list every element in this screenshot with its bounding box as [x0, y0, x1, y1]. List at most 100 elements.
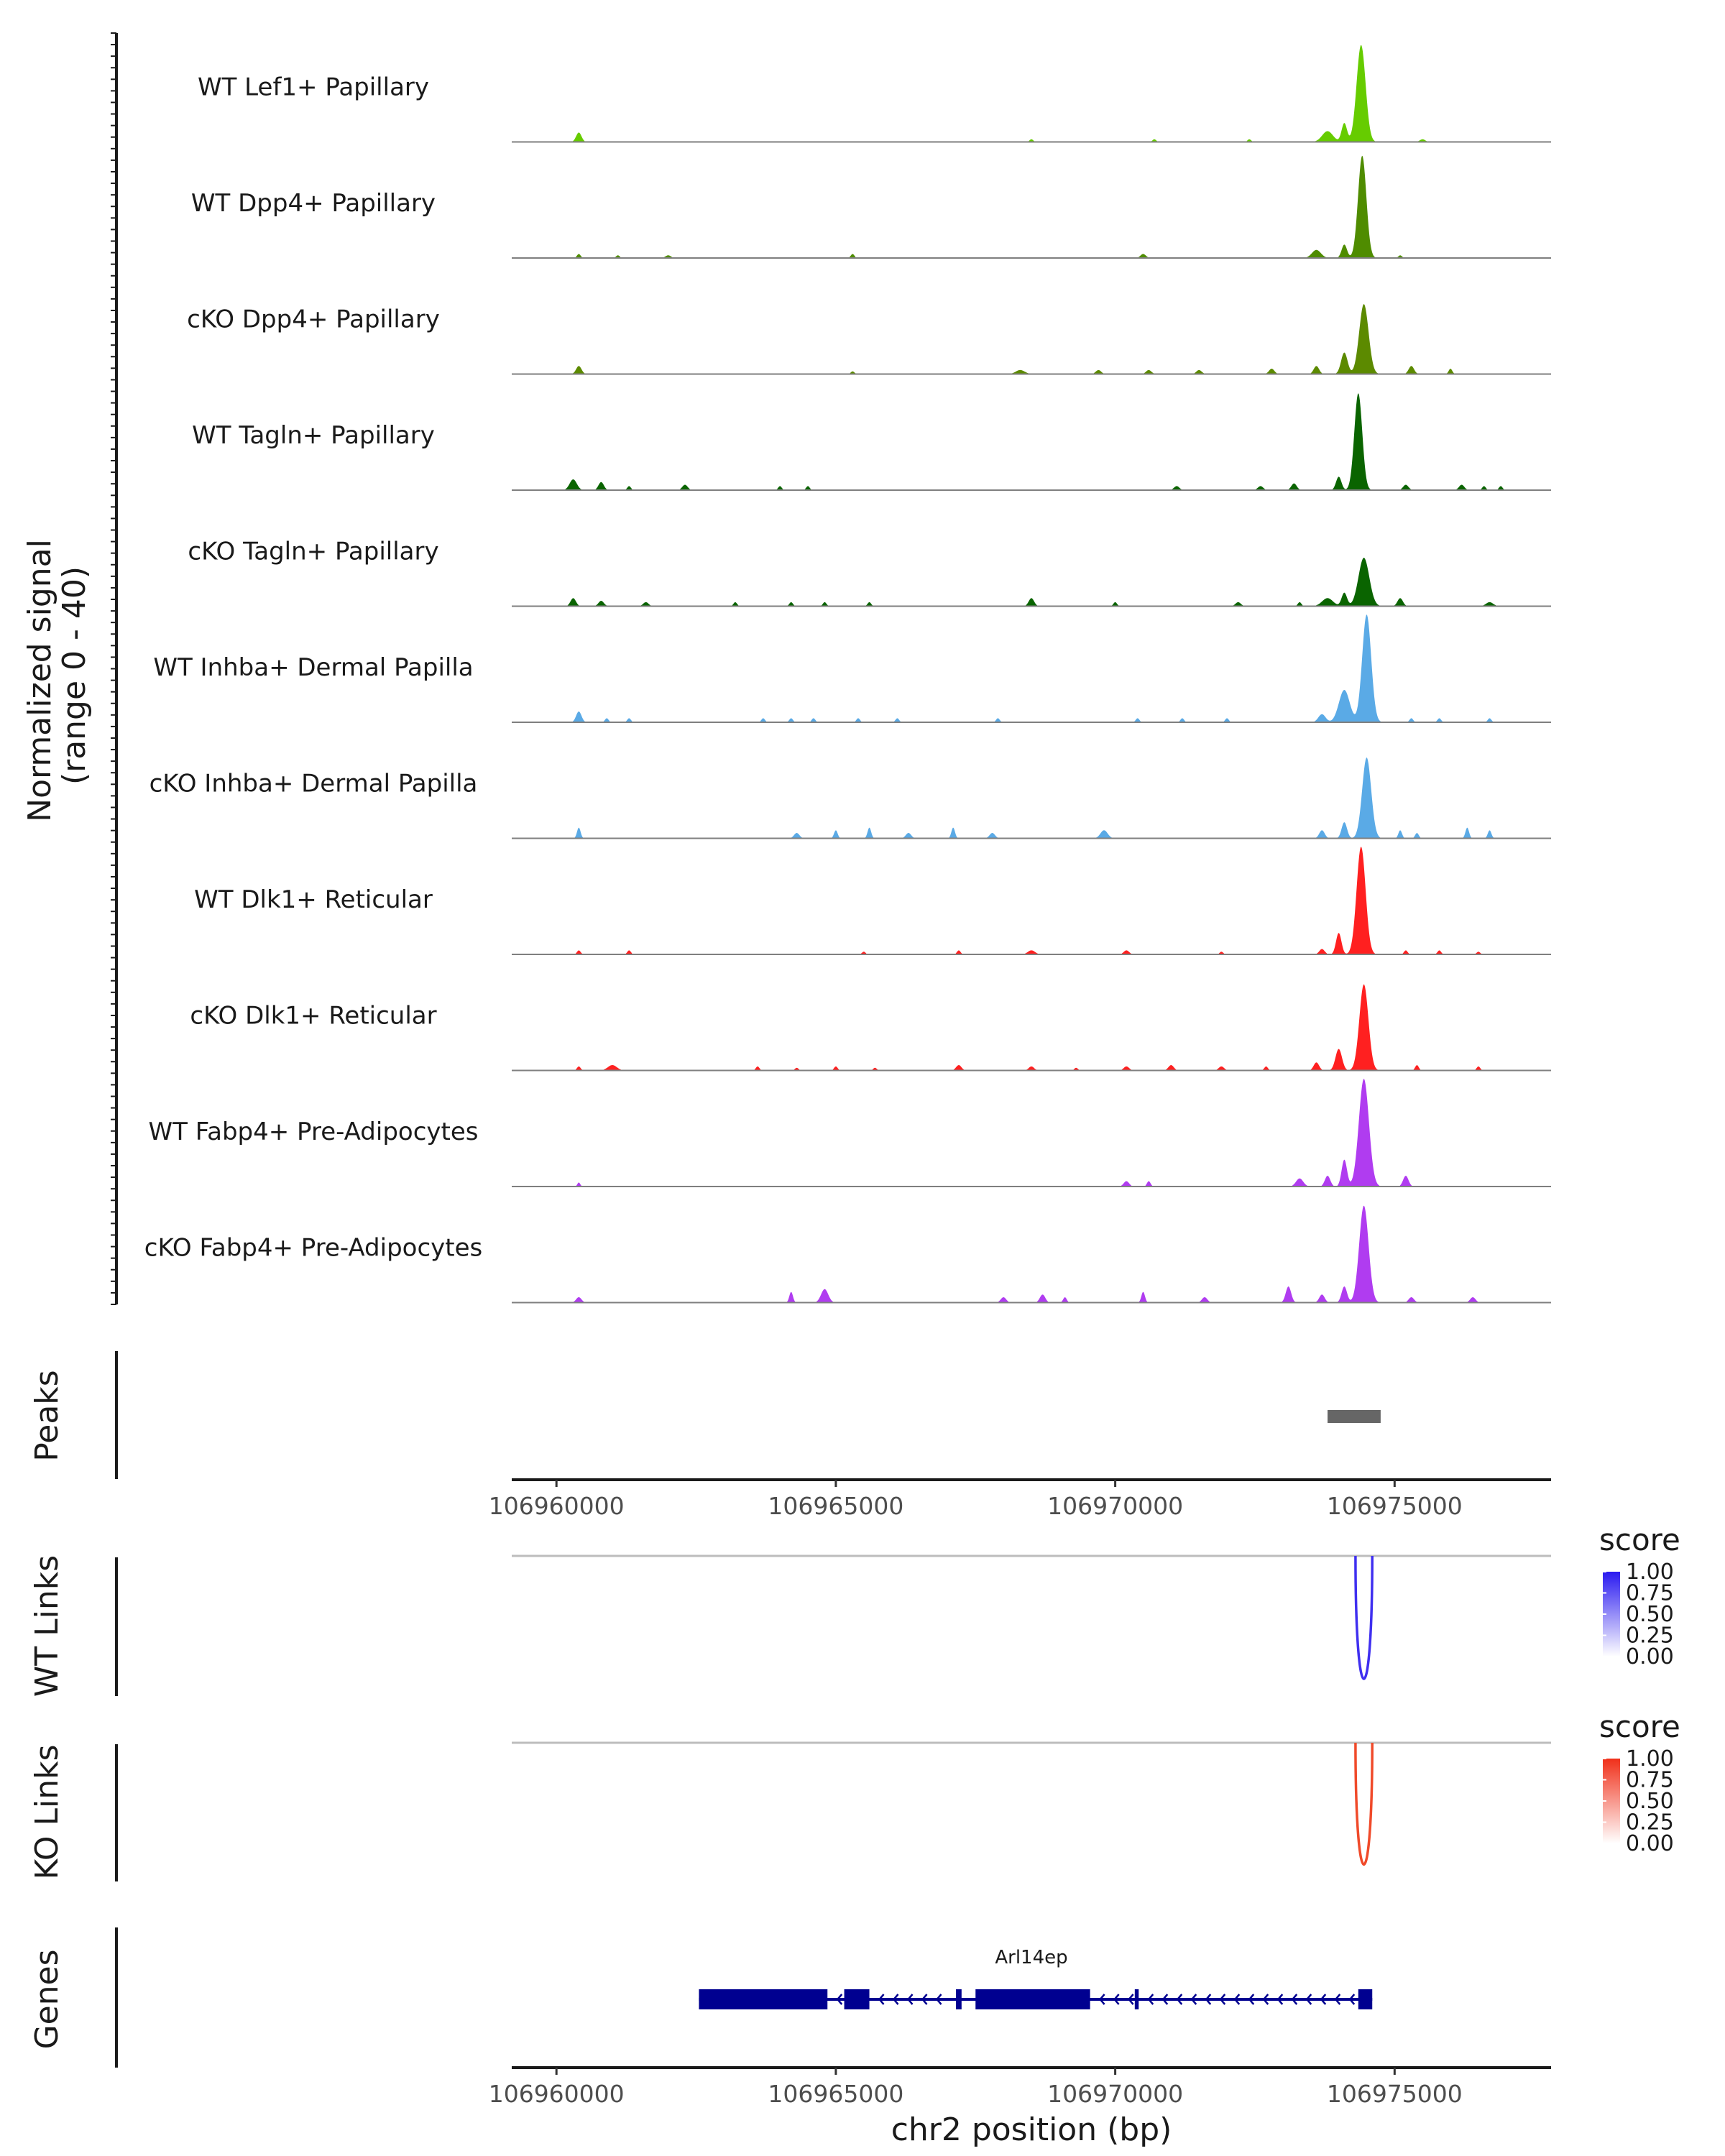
x-axis-top: 106960000 106965000 106970000 106975000: [489, 1478, 1551, 1520]
coverage-track: WT Dpp4+ Papillary: [191, 155, 1551, 259]
x-axis-bottom: 106960000 106965000 106970000 106975000: [489, 2066, 1551, 2108]
legend-tick-label: 0.75: [1626, 1581, 1674, 1606]
y-axis-title-line2: (range 0 - 40): [56, 566, 93, 785]
gene-exon: [956, 1989, 962, 2009]
legend-tick-label: 1.00: [1626, 1560, 1674, 1585]
genes-track-label: Genes: [29, 1949, 65, 2049]
coverage-area: [512, 393, 1551, 490]
x-axis-bottom-tick-label: 106975000: [1327, 2080, 1463, 2108]
strand-arrow: [1219, 1994, 1226, 2005]
x-axis-top-tick-label: 106975000: [1327, 1492, 1463, 1520]
x-axis-top-tick-label: 106970000: [1047, 1492, 1183, 1520]
strand-arrow: [1262, 1994, 1269, 2005]
y-axis-title: Normalized signal (range 0 - 40): [22, 529, 93, 822]
genes-panel: Genes Arl14ep: [29, 1927, 1373, 2068]
legend-title: score: [1599, 1522, 1680, 1557]
strand-arrow: [906, 1994, 914, 2005]
strand-arrow: [1291, 1994, 1298, 2005]
strand-arrow: [1305, 1994, 1312, 2005]
coverage-area: [512, 757, 1551, 839]
link-arc: [1354, 1742, 1374, 1866]
coverage-area: [512, 847, 1551, 954]
coverage-area: [512, 155, 1551, 258]
x-axis-bottom-tick-label: 106970000: [1047, 2080, 1183, 2108]
strand-arrow: [1176, 1994, 1183, 2005]
legend-tick-label: 0.75: [1626, 1768, 1674, 1793]
coverage-track: WT Lef1+ Papillary: [198, 45, 1551, 143]
gene-exon: [1134, 1989, 1139, 2009]
coverage-track: cKO Fabp4+ Pre-Adipocytes: [144, 1205, 1551, 1304]
coverage-track: WT Inhba+ Dermal Papilla: [153, 614, 1551, 723]
strand-arrow: [1113, 1994, 1120, 2005]
strand-arrow: [1233, 1994, 1241, 2005]
strand-arrow: [921, 1994, 928, 2005]
coverage-track-label: WT Tagln+ Papillary: [192, 421, 435, 450]
strand-arrow: [1320, 1994, 1327, 2005]
strand-arrow: [878, 1994, 885, 2005]
coverage-area: [512, 304, 1551, 374]
coverage-track: WT Tagln+ Papillary: [192, 393, 1551, 491]
coverage-track-label: WT Inhba+ Dermal Papilla: [153, 653, 473, 682]
coverage-track-label: cKO Inhba+ Dermal Papilla: [150, 770, 478, 798]
coverage-track: cKO Dpp4+ Papillary: [187, 304, 1551, 375]
legend-tick-label: 0.00: [1626, 1831, 1674, 1856]
legend-tick-label: 0.50: [1626, 1789, 1674, 1814]
legend-tick-label: 0.00: [1626, 1644, 1674, 1669]
strand-arrow: [836, 1994, 843, 2005]
strand-arrow: [1334, 1994, 1341, 2005]
strand-arrow: [1147, 1994, 1154, 2005]
coverage-track: WT Dlk1+ Reticular: [194, 847, 1551, 955]
strand-arrow: [892, 1994, 899, 2005]
strand-arrow: [1205, 1994, 1212, 2005]
coverage-area: [512, 1079, 1551, 1187]
strand-arrow: [1098, 1994, 1105, 2005]
coverage-track-label: WT Dlk1+ Reticular: [194, 885, 433, 914]
peaks-track-label: Peaks: [29, 1370, 65, 1461]
link-track-label: WT Links: [29, 1555, 65, 1697]
coverage-track-label: cKO Tagln+ Papillary: [188, 538, 438, 566]
strand-arrow: [1162, 1994, 1169, 2005]
gene-exon: [1358, 1989, 1373, 2009]
gene-exon: [975, 1989, 1090, 2009]
coverage-track-label: WT Dpp4+ Papillary: [191, 189, 436, 218]
legend-tick-label: 1.00: [1626, 1746, 1674, 1772]
link-arc: [1354, 1555, 1374, 1680]
strand-arrow: [1276, 1994, 1284, 2005]
coverage-area: [512, 614, 1551, 722]
x-axis-title: chr2 position (bp): [891, 2111, 1172, 2148]
coverage-track: cKO Tagln+ Papillary: [188, 538, 1551, 607]
coverage-track-label: cKO Dpp4+ Papillary: [187, 305, 440, 334]
coverage-y-axis: [111, 32, 118, 1305]
strand-arrow: [1127, 1994, 1134, 2005]
gene-name-label: Arl14ep: [995, 1947, 1067, 1968]
legend-tick-label: 0.25: [1626, 1810, 1674, 1835]
strand-arrow: [1190, 1994, 1197, 2005]
coverage-track-label: WT Lef1+ Papillary: [198, 73, 429, 102]
strand-arrow: [935, 1994, 942, 2005]
peaks-panel: Peaks: [29, 1351, 1381, 1479]
score-legend: score 1.000.750.500.250.00: [1599, 1522, 1680, 1669]
coverage-area: [512, 1205, 1551, 1303]
strand-arrow: [1348, 1994, 1356, 2005]
link-track: WT Links score 1.000.750.500.250.00: [29, 1522, 1680, 1697]
coverage-track-label: cKO Dlk1+ Reticular: [190, 1002, 436, 1031]
x-axis-top-tick-label: 106960000: [489, 1492, 625, 1520]
coverage-panel: WT Lef1+ Papillary WT Dpp4+ Papillary cKO …: [144, 45, 1551, 1304]
coverage-area: [512, 984, 1551, 1071]
x-axis-top-tick-label: 106965000: [768, 1492, 903, 1520]
coverage-track: cKO Inhba+ Dermal Papilla: [150, 757, 1551, 839]
legend-tick-label: 0.25: [1626, 1623, 1674, 1649]
peak-region: [1328, 1410, 1381, 1423]
coverage-track: cKO Dlk1+ Reticular: [190, 984, 1551, 1072]
x-axis-bottom-tick-label: 106965000: [768, 2080, 903, 2108]
coverage-track: WT Fabp4+ Pre-Adipocytes: [149, 1079, 1551, 1187]
legend-tick-label: 0.50: [1626, 1602, 1674, 1627]
coverage-track-label: cKO Fabp4+ Pre-Adipocytes: [144, 1234, 483, 1263]
link-track-label: KO Links: [29, 1744, 65, 1879]
gene-exon: [699, 1989, 828, 2009]
legend-title: score: [1599, 1709, 1680, 1744]
